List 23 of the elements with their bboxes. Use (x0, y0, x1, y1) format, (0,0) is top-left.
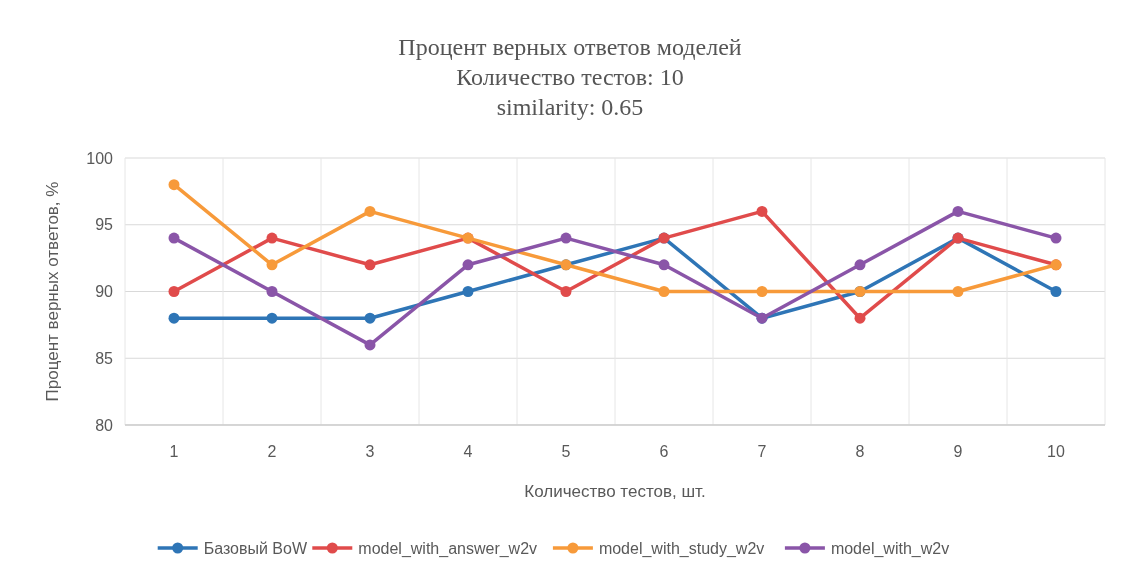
legend-label: model_with_answer_w2v (358, 539, 538, 558)
legend-label: model_with_study_w2v (598, 539, 765, 558)
x-axis-title: Количество тестов, шт. (524, 482, 706, 501)
legend-label: model_with_w2v (830, 539, 950, 558)
x-tick-label: 10 (1047, 443, 1065, 460)
y-axis-title: Процент верных ответов, % (43, 181, 62, 402)
x-tick-label: 6 (659, 443, 669, 460)
x-tick-label: 8 (855, 443, 865, 460)
y-tick-label: 90 (95, 283, 114, 301)
y-tick-label: 85 (95, 349, 114, 367)
y-tick-label: 80 (95, 416, 114, 434)
legend-label: Базовый BoW (203, 539, 308, 557)
chart-title: Процент верных ответов моделей (398, 34, 742, 60)
x-tick-label: 9 (953, 443, 963, 460)
x-tick-label: 4 (463, 443, 473, 460)
x-tick-label: 2 (267, 443, 277, 460)
x-tick-label: 5 (561, 443, 571, 460)
y-tick-label: 95 (95, 216, 114, 234)
y-tick-label: 100 (86, 149, 114, 167)
x-tick-label: 7 (757, 443, 767, 460)
x-tick-label: 3 (365, 443, 375, 460)
chart-subtitle: Количество тестов: 10 similarity: 0.65 (456, 64, 684, 120)
x-tick-label: 1 (169, 443, 179, 460)
